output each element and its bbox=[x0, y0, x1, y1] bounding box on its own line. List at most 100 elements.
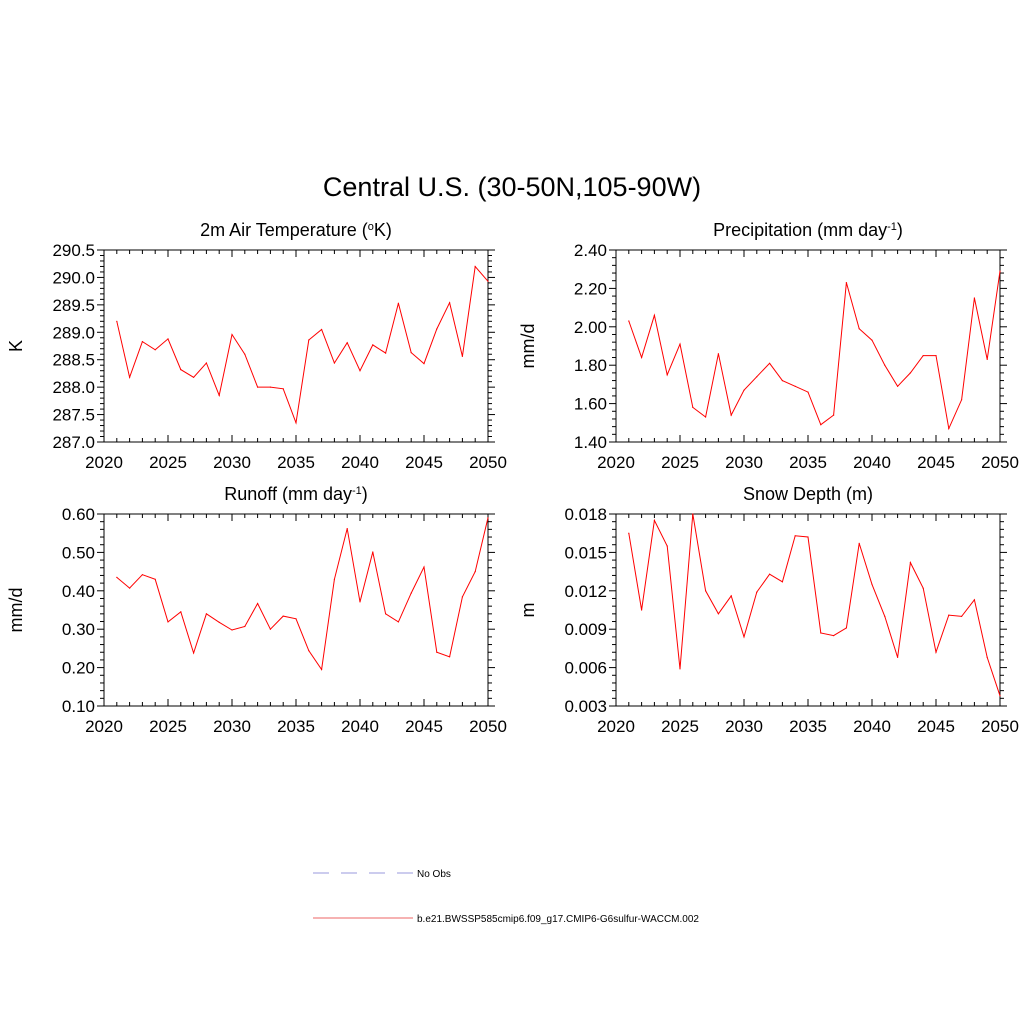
runoff-data-point bbox=[461, 596, 463, 598]
temperature-data-point bbox=[282, 388, 284, 390]
temperature-data-point bbox=[269, 386, 271, 388]
temperature-ytick-label: 289.0 bbox=[52, 323, 95, 342]
snow-depth-xtick-label: 2045 bbox=[917, 717, 955, 736]
precipitation-data-point bbox=[717, 353, 720, 355]
precipitation-data-point bbox=[794, 385, 796, 387]
snow-depth-title: Snow Depth (m) bbox=[743, 484, 873, 504]
runoff-ytick-label: 0.30 bbox=[62, 620, 95, 639]
runoff-data-point bbox=[449, 656, 451, 658]
snow-depth-data-point bbox=[935, 651, 937, 653]
snow-depth-series-line bbox=[628, 513, 1001, 696]
temperature-data-point bbox=[141, 341, 143, 343]
temperature-xtick-label: 2030 bbox=[213, 453, 251, 472]
precipitation-data-point bbox=[628, 320, 630, 322]
temperature-data-point bbox=[193, 376, 195, 378]
temperature-data-point bbox=[410, 352, 412, 354]
precipitation-data-point bbox=[679, 343, 681, 345]
precipitation-ytick-label: 1.80 bbox=[574, 356, 607, 375]
snow-depth-data-point bbox=[756, 591, 758, 593]
precipitation-data-point bbox=[961, 399, 963, 401]
precipitation-ytick-label: 2.40 bbox=[574, 241, 607, 260]
temperature-data-point bbox=[449, 302, 451, 304]
runoff-ytick-label: 0.60 bbox=[62, 505, 95, 524]
snow-depth-data-point bbox=[999, 695, 1001, 697]
runoff-series-line bbox=[116, 517, 489, 671]
runoff-ylabel: mm/d bbox=[6, 588, 26, 633]
temperature-data-point bbox=[333, 362, 335, 364]
runoff-xtick-label: 2030 bbox=[213, 717, 251, 736]
snow-depth-data-point bbox=[884, 615, 886, 618]
runoff-data-point bbox=[436, 651, 438, 653]
precipitation-panel: 2020 2025 2030 2035 2040 2045 2050 1.40 1.60 1.80… bbox=[518, 220, 1019, 472]
snow-depth-data-point bbox=[641, 609, 643, 611]
precipitation-data-point bbox=[897, 385, 899, 387]
snow-depth-ytick-label: 0.012 bbox=[564, 582, 607, 601]
temperature-data-point bbox=[474, 265, 476, 268]
precipitation-data-point bbox=[692, 406, 694, 408]
snow-depth-data-point bbox=[653, 519, 656, 522]
precipitation-xtick-label: 2050 bbox=[981, 453, 1019, 472]
precipitation-data-point bbox=[756, 376, 758, 378]
temperature-data-point bbox=[436, 328, 438, 330]
snow-depth-data-point bbox=[730, 595, 732, 597]
precipitation-xtick-label: 2045 bbox=[917, 453, 955, 472]
runoff-data-point bbox=[193, 652, 195, 654]
temperature-xtick-label: 2020 bbox=[85, 453, 123, 472]
temperature-data-point bbox=[218, 394, 220, 396]
runoff-ytick-label: 0.10 bbox=[62, 697, 95, 716]
runoff-panel: 2020 2025 2030 2035 2040 2045 2050 0.10 0.20 0.30… bbox=[6, 484, 507, 736]
precipitation-xtick-label: 2020 bbox=[597, 453, 635, 472]
runoff-xtick-label: 2025 bbox=[149, 717, 187, 736]
temperature-data-point bbox=[359, 370, 361, 372]
legend: No Obs b.e21.BWSSP585cmip6.f09_g17.CMIP6… bbox=[313, 869, 699, 925]
precipitation-data-point bbox=[948, 428, 950, 430]
runoff-data-point bbox=[257, 602, 259, 605]
runoff-data-point bbox=[410, 592, 412, 594]
temperature-data-point bbox=[385, 352, 387, 354]
precipitation-data-point bbox=[986, 358, 988, 360]
snow-depth-xtick-label: 2020 bbox=[597, 717, 635, 736]
snow-depth-data-point bbox=[692, 513, 694, 515]
temperature-data-point bbox=[205, 362, 207, 364]
precipitation-data-point bbox=[730, 414, 732, 416]
snow-depth-data-point bbox=[871, 583, 873, 586]
snow-depth-data-point bbox=[973, 599, 976, 601]
runoff-xtick-label: 2050 bbox=[469, 717, 507, 736]
temperature-data-point bbox=[129, 376, 131, 378]
snow-depth-data-point bbox=[781, 581, 784, 583]
precipitation-data-point bbox=[705, 416, 707, 418]
snow-depth-data-point bbox=[897, 656, 899, 659]
temperature-data-point bbox=[180, 369, 182, 371]
runoff-data-point bbox=[244, 625, 246, 628]
temperature-ytick-label: 290.0 bbox=[52, 268, 95, 287]
snow-depth-data-point bbox=[743, 636, 745, 638]
temperature-data-point bbox=[154, 349, 156, 351]
runoff-ytick-label: 0.20 bbox=[62, 659, 95, 678]
snow-depth-data-point bbox=[628, 532, 630, 534]
snow-depth-xtick-label: 2035 bbox=[789, 717, 827, 736]
legend-label-model: b.e21.BWSSP585cmip6.f09_g17.CMIP6-G6sulf… bbox=[417, 914, 699, 925]
runoff-ytick-label: 0.40 bbox=[62, 582, 95, 601]
precipitation-ytick-label: 1.40 bbox=[574, 433, 607, 452]
temperature-panel: 2020 2025 2030 2035 2040 2045 2050 287.0 287.5 28… bbox=[6, 220, 507, 472]
temperature-data-point bbox=[257, 386, 259, 388]
runoff-data-point bbox=[129, 587, 131, 589]
temperature-ytick-label: 287.0 bbox=[52, 433, 95, 452]
precipitation-data-point bbox=[807, 391, 809, 393]
runoff-data-point bbox=[397, 621, 399, 623]
temperature-xtick-label: 2035 bbox=[277, 453, 315, 472]
snow-depth-data-point bbox=[948, 614, 950, 616]
precipitation-data-point bbox=[781, 380, 784, 382]
temperature-xtick-label: 2045 bbox=[405, 453, 443, 472]
runoff-data-point bbox=[308, 650, 310, 652]
runoff-data-point bbox=[116, 576, 118, 579]
temperature-ytick-label: 288.5 bbox=[52, 351, 95, 370]
snow-depth-data-point bbox=[909, 562, 912, 564]
runoff-data-point bbox=[372, 551, 374, 553]
temperature-data-point bbox=[231, 333, 233, 336]
runoff-ytick-label: 0.50 bbox=[62, 543, 95, 562]
panels: 2020 2025 2030 2035 2040 2045 2050 287.0 287.5 28… bbox=[6, 220, 1019, 736]
temperature-data-point bbox=[116, 320, 118, 322]
precipitation-title: Precipitation (mm day-1) bbox=[713, 220, 903, 240]
